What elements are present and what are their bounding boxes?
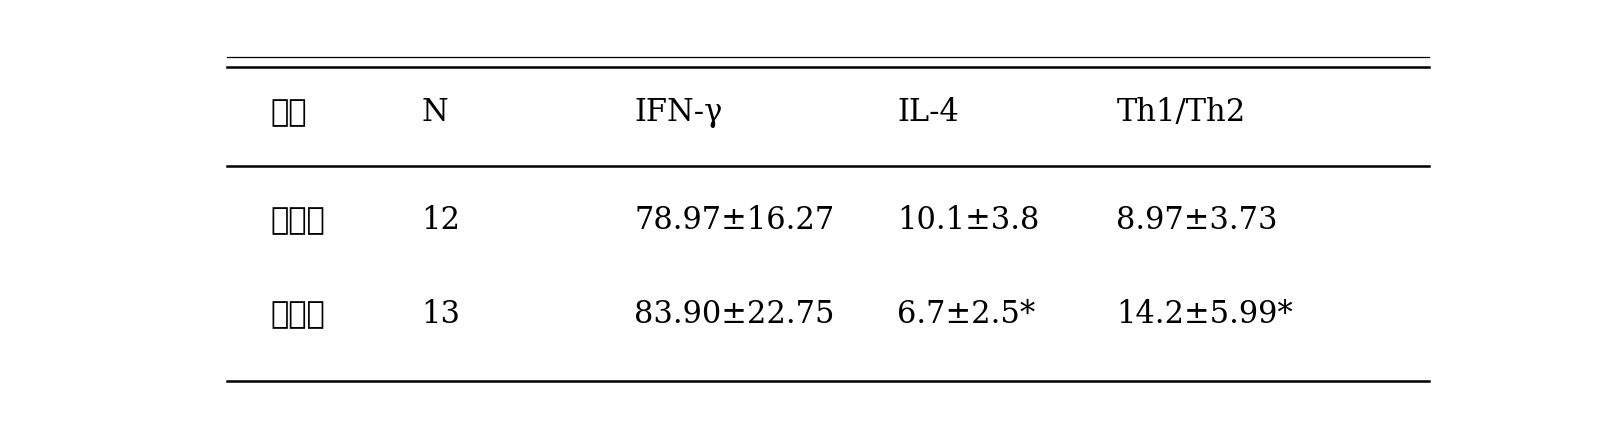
Text: N: N: [422, 97, 448, 128]
Text: 12: 12: [422, 204, 461, 236]
Text: 14.2±5.99*: 14.2±5.99*: [1117, 299, 1293, 330]
Text: Th1/Th2: Th1/Th2: [1117, 97, 1246, 128]
Text: 10.1±3.8: 10.1±3.8: [897, 204, 1039, 236]
Text: 治疗组: 治疗组: [271, 299, 326, 330]
Text: 6.7±2.5*: 6.7±2.5*: [897, 299, 1036, 330]
Text: IL-4: IL-4: [897, 97, 958, 128]
Text: 组别: 组别: [271, 97, 307, 128]
Text: 对照组: 对照组: [271, 204, 326, 236]
Text: 78.97±16.27: 78.97±16.27: [633, 204, 834, 236]
Text: 83.90±22.75: 83.90±22.75: [633, 299, 834, 330]
Text: IFN-γ: IFN-γ: [633, 97, 722, 128]
Text: 8.97±3.73: 8.97±3.73: [1117, 204, 1278, 236]
Text: 13: 13: [422, 299, 461, 330]
